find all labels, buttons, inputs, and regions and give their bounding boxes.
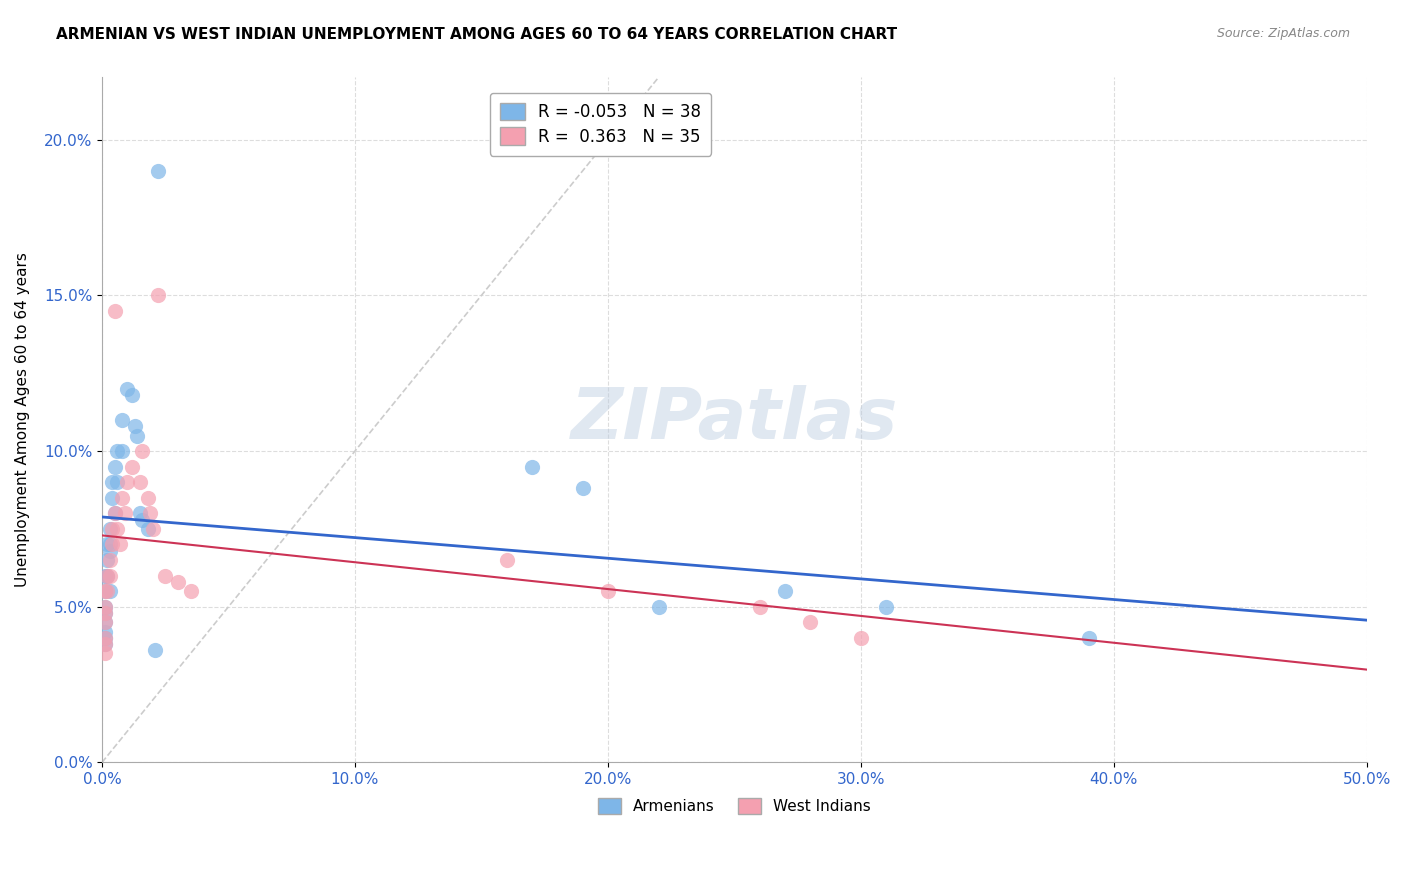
Point (143, 643, 166, 657)
Point (105, 475, 128, 490)
Point (117, 382, 139, 396)
Point (127, 428, 149, 442)
Point (101, 522, 124, 536)
Point (93, 615, 115, 630)
Point (124, 419, 146, 434)
Point (129, 475, 152, 490)
Point (96, 553, 118, 567)
Point (129, 506, 152, 520)
Point (93, 647, 115, 661)
Point (96, 537, 118, 551)
Point (96, 584, 118, 599)
Point (98, 553, 121, 567)
Point (139, 506, 162, 520)
Point (93, 637, 115, 651)
Point (136, 522, 159, 536)
Point (111, 444, 134, 458)
Point (875, 599, 897, 614)
Point (104, 506, 127, 520)
Point (108, 537, 131, 551)
Text: Source: ZipAtlas.com: Source: ZipAtlas.com (1216, 27, 1350, 40)
Point (104, 506, 127, 520)
Point (111, 491, 134, 505)
Point (104, 459, 127, 474)
Point (101, 537, 124, 551)
Point (799, 615, 821, 630)
Point (131, 512, 153, 526)
Point (96, 568, 118, 582)
Point (96, 568, 118, 582)
Point (105, 522, 128, 536)
Point (101, 491, 124, 505)
Point (748, 599, 770, 614)
Point (93, 631, 115, 645)
Point (167, 574, 190, 589)
Point (93, 606, 115, 620)
Point (93, 584, 115, 599)
Point (571, 482, 593, 496)
Point (136, 491, 159, 505)
Point (647, 599, 669, 614)
Point (105, 444, 128, 458)
Point (93, 624, 115, 639)
Point (98, 522, 121, 536)
Point (849, 631, 872, 645)
Point (596, 584, 619, 599)
Point (180, 584, 202, 599)
Y-axis label: Unemployment Among Ages 60 to 64 years: Unemployment Among Ages 60 to 64 years (15, 252, 30, 587)
Point (98, 584, 121, 599)
Point (93, 606, 115, 620)
Point (1077, 631, 1099, 645)
Point (98, 568, 121, 582)
Point (773, 584, 796, 599)
Point (142, 522, 165, 536)
Point (93, 599, 115, 614)
Point (93, 584, 115, 599)
Point (93, 615, 115, 630)
Point (98, 537, 121, 551)
Point (93, 568, 115, 582)
Point (93, 599, 115, 614)
Point (104, 304, 127, 318)
Point (121, 388, 143, 402)
Point (520, 459, 543, 474)
Point (146, 288, 169, 302)
Point (93, 637, 115, 651)
Point (93, 631, 115, 645)
Point (101, 475, 124, 490)
Point (117, 475, 139, 490)
Text: ZIPatlas: ZIPatlas (571, 385, 898, 454)
Point (495, 553, 517, 567)
Text: ARMENIAN VS WEST INDIAN UNEMPLOYMENT AMONG AGES 60 TO 64 YEARS CORRELATION CHART: ARMENIAN VS WEST INDIAN UNEMPLOYMENT AMO… (56, 27, 897, 42)
Point (98, 543, 121, 558)
Point (155, 568, 177, 582)
Point (121, 459, 143, 474)
Point (114, 506, 136, 520)
Point (146, 164, 169, 178)
Legend: Armenians, West Indians: Armenians, West Indians (589, 789, 880, 823)
Point (111, 413, 134, 427)
Point (131, 444, 153, 458)
